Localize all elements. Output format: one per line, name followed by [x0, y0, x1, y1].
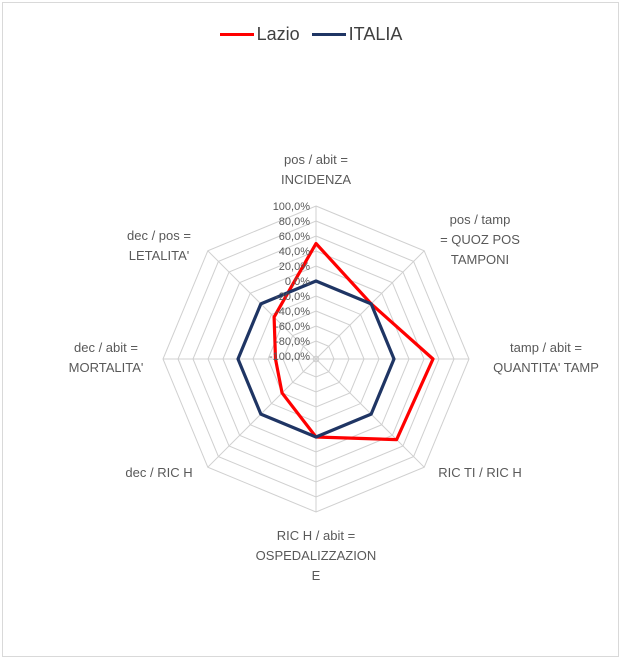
category-label: LETALITA' — [129, 248, 190, 263]
tick-label: 40,0% — [279, 246, 310, 258]
legend-item-italia: ITALIA — [311, 24, 403, 45]
category-label: pos / abit = — [284, 152, 348, 167]
category-label: = QUOZ POS — [440, 232, 520, 247]
category-label: RIC H / abit = — [277, 528, 355, 543]
tick-label: -20,0% — [275, 291, 310, 303]
legend-label-lazio: Lazio — [256, 24, 300, 44]
legend-label-italia: ITALIA — [348, 24, 403, 44]
tick-label: -80,0% — [275, 336, 310, 348]
tick-label: 100,0% — [273, 201, 311, 213]
tick-label: 0,0% — [285, 276, 310, 288]
legend-item-lazio: Lazio — [219, 24, 300, 45]
category-label: MORTALITA' — [69, 360, 144, 375]
tick-label: -100,0% — [269, 351, 310, 363]
tick-label: 80,0% — [279, 216, 310, 228]
tick-label: -60,0% — [275, 321, 310, 333]
category-label: tamp / abit = — [510, 340, 582, 355]
category-label: INCIDENZA — [281, 172, 351, 187]
legend-swatch-italia — [311, 33, 346, 36]
series-line-italia — [236, 279, 396, 439]
category-label: dec / pos = — [127, 228, 191, 243]
category-label: TAMPONI — [451, 252, 509, 267]
legend: Lazio ITALIA — [0, 24, 622, 45]
category-label: dec / abit = — [74, 340, 138, 355]
category-label: E — [312, 568, 321, 583]
category-label: OSPEDALIZZAZION — [256, 548, 377, 563]
tick-label: -40,0% — [275, 306, 310, 318]
tick-label: 20,0% — [279, 261, 310, 273]
category-label: RIC TI / RIC H — [438, 465, 522, 480]
category-label: pos / tamp — [450, 212, 511, 227]
category-label: dec / RIC H — [125, 465, 192, 480]
tick-label: 60,0% — [279, 231, 310, 243]
legend-swatch-lazio — [219, 33, 254, 36]
category-label: QUANTITA' TAMP — [493, 360, 599, 375]
